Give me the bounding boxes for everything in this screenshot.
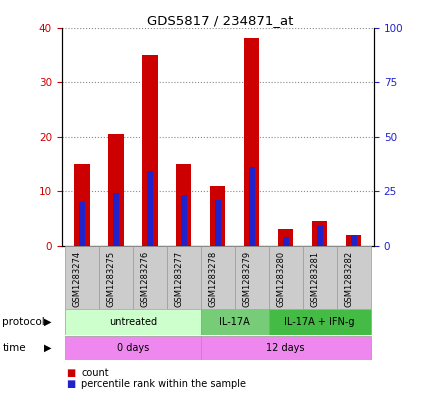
Bar	[337, 246, 370, 309]
Bar	[269, 309, 370, 335]
Bar	[269, 246, 303, 309]
Bar	[282, 237, 289, 246]
Text: GSM1283277: GSM1283277	[175, 251, 184, 307]
Text: GDS5817 / 234871_at: GDS5817 / 234871_at	[147, 14, 293, 27]
Text: IL-17A: IL-17A	[220, 317, 250, 327]
Bar	[176, 164, 191, 246]
Bar	[215, 200, 221, 246]
Bar	[235, 246, 269, 309]
Bar	[303, 246, 337, 309]
Bar	[113, 193, 119, 246]
Text: 12 days: 12 days	[267, 343, 305, 353]
Bar	[312, 221, 327, 246]
Bar	[244, 39, 260, 246]
Text: GSM1283281: GSM1283281	[311, 251, 320, 307]
Text: GSM1283282: GSM1283282	[345, 251, 354, 307]
Bar	[210, 185, 225, 246]
Bar	[201, 309, 269, 335]
Bar	[278, 229, 293, 246]
Bar	[65, 309, 201, 335]
Text: GSM1283278: GSM1283278	[209, 251, 218, 307]
Bar	[65, 246, 99, 309]
Text: GSM1283276: GSM1283276	[141, 251, 150, 307]
Text: protocol: protocol	[2, 317, 45, 327]
Bar	[351, 235, 357, 246]
Bar	[201, 336, 370, 360]
Bar	[317, 226, 323, 246]
Text: GSM1283274: GSM1283274	[73, 251, 82, 307]
Text: 0 days: 0 days	[117, 343, 149, 353]
Text: IL-17A + IFN-g: IL-17A + IFN-g	[284, 317, 355, 327]
Bar	[142, 55, 158, 246]
Bar	[201, 246, 235, 309]
Text: time: time	[2, 343, 26, 353]
Bar	[346, 235, 361, 246]
Text: untreated: untreated	[109, 317, 157, 327]
Text: count: count	[81, 367, 109, 378]
Bar	[147, 171, 153, 246]
Bar	[99, 246, 133, 309]
Text: ■: ■	[66, 379, 75, 389]
Bar	[74, 164, 90, 246]
Text: ■: ■	[66, 367, 75, 378]
Bar	[181, 195, 187, 246]
Bar	[167, 246, 201, 309]
Bar	[65, 336, 201, 360]
Text: ▶: ▶	[44, 317, 51, 327]
Bar	[79, 202, 85, 246]
Bar	[249, 167, 255, 246]
Text: GSM1283280: GSM1283280	[277, 251, 286, 307]
Text: GSM1283275: GSM1283275	[107, 251, 116, 307]
Bar	[108, 134, 124, 246]
Text: percentile rank within the sample: percentile rank within the sample	[81, 379, 246, 389]
Bar	[133, 246, 167, 309]
Text: GSM1283279: GSM1283279	[243, 251, 252, 307]
Text: ▶: ▶	[44, 343, 51, 353]
